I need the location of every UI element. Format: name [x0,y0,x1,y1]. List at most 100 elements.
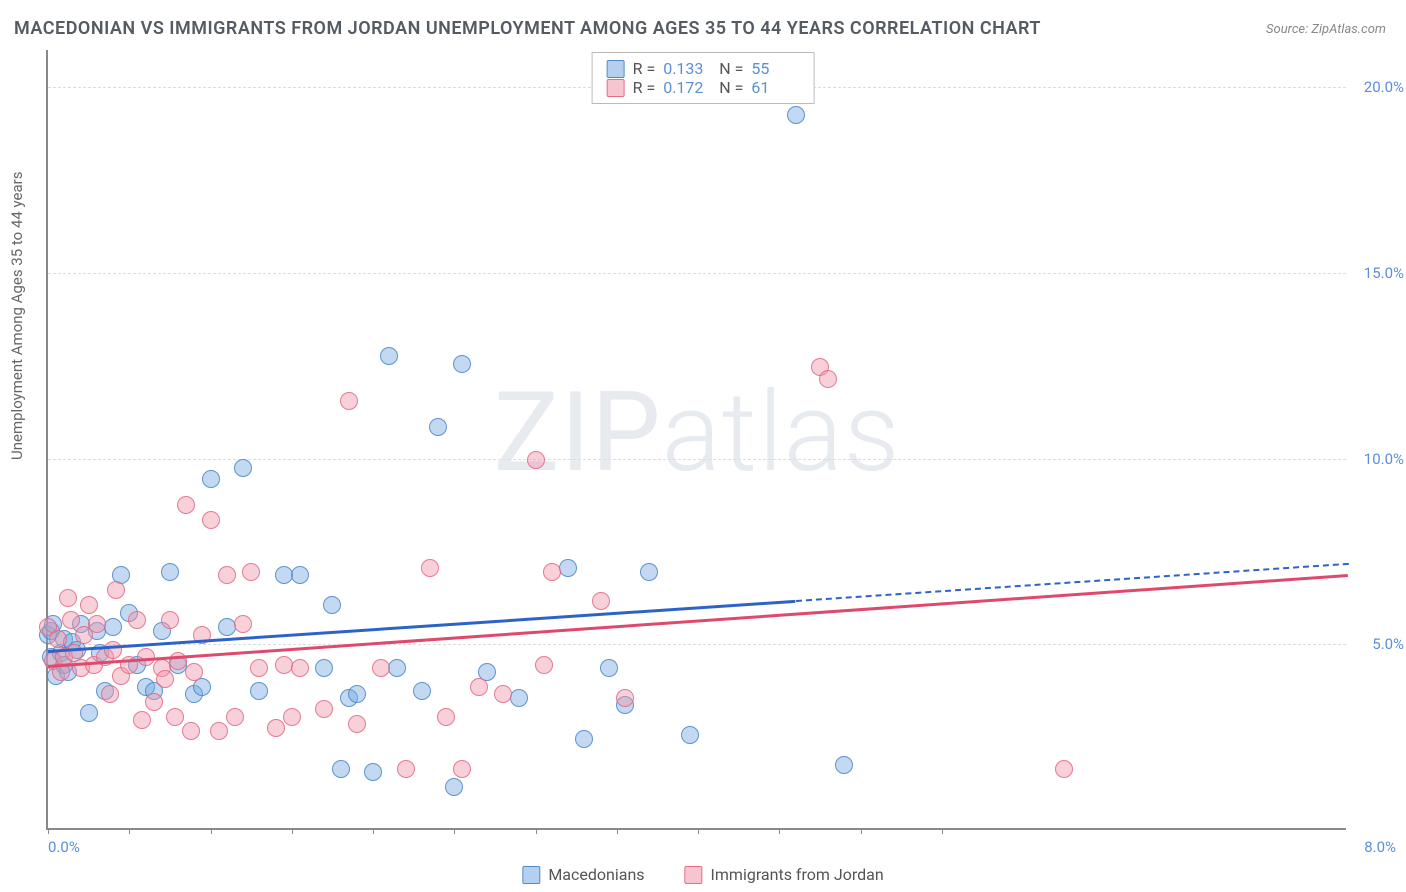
data-point [49,630,67,648]
data-point [437,708,455,726]
data-point [182,722,200,740]
data-point [59,589,77,607]
x-tick-left: 0.0% [48,838,80,856]
data-point [453,760,471,778]
data-point [592,592,610,610]
data-point [332,760,350,778]
data-point [559,559,577,577]
legend-bottom: Macedonians Immigrants from Jordan [522,865,883,884]
y-tick-label: 20.0% [1354,78,1404,96]
x-tick-mark [536,828,537,834]
data-point [283,708,301,726]
data-point [348,685,366,703]
data-point [234,615,252,633]
data-point [161,611,179,629]
data-point [453,355,471,373]
data-point [600,659,618,677]
x-tick-mark [373,828,374,834]
x-tick-mark [779,828,780,834]
data-point [185,663,203,681]
scatter-plot-area: ZIPatlas 5.0%10.0%15.0%20.0%0.0%8.0% [46,50,1346,830]
data-point [291,659,309,677]
data-point [161,563,179,581]
data-point [315,700,333,718]
y-tick-label: 15.0% [1354,264,1404,282]
data-point [218,566,236,584]
legend-stats-row-jordan: R = 0.172 N = 61 [607,78,800,97]
r-value-jordan: 0.172 [663,78,711,97]
data-point [226,708,244,726]
swatch-pink-icon [607,79,625,97]
x-tick-mark [698,828,699,834]
watermark: ZIPatlas [493,368,900,497]
data-point [543,563,561,581]
data-point [819,370,837,388]
y-axis-label: Unemployment Among Ages 35 to 44 years [8,172,26,460]
watermark-atlas: atlas [662,368,901,497]
data-point [315,659,333,677]
r-label: R = [633,78,656,97]
data-point [323,596,341,614]
data-point [62,611,80,629]
n-label: N = [719,78,743,97]
data-point [640,563,658,581]
gridline [48,644,1346,645]
data-point [413,682,431,700]
data-point [510,689,528,707]
legend-stats-row-macedonians: R = 0.133 N = 55 [607,59,800,78]
x-tick-mark [861,828,862,834]
gridline [48,273,1346,274]
data-point [380,347,398,365]
data-point [88,615,106,633]
chart-title: MACEDONIAN VS IMMIGRANTS FROM JORDAN UNE… [14,18,1041,39]
legend-label-macedonians: Macedonians [548,865,644,884]
data-point [250,682,268,700]
data-point [445,778,463,796]
data-point [128,611,146,629]
data-point [177,496,195,514]
data-point [494,685,512,703]
data-point [101,685,119,703]
swatch-pink-icon [685,866,703,884]
legend-label-jordan: Immigrants from Jordan [711,865,884,884]
data-point [340,392,358,410]
swatch-blue-icon [607,60,625,78]
y-tick-label: 5.0% [1354,635,1404,653]
data-point [202,470,220,488]
x-tick-mark [48,828,49,834]
data-point [267,719,285,737]
data-point [242,563,260,581]
data-point [250,659,268,677]
x-tick-mark [942,828,943,834]
data-point [388,659,406,677]
n-value-jordan: 61 [751,78,799,97]
data-point [787,106,805,124]
x-tick-right: 8.0% [1364,838,1396,856]
data-point [218,618,236,636]
data-point [107,581,125,599]
data-point [535,656,553,674]
legend-stats-box: R = 0.133 N = 55 R = 0.172 N = 61 [592,52,815,104]
data-point [80,704,98,722]
data-point [429,418,447,436]
data-point [527,451,545,469]
data-point [616,689,634,707]
data-point [1055,760,1073,778]
data-point [372,659,390,677]
data-point [291,566,309,584]
n-label: N = [719,59,743,78]
data-point [835,756,853,774]
data-point [348,715,366,733]
x-tick-mark [454,828,455,834]
y-tick-label: 10.0% [1354,450,1404,468]
data-point [133,711,151,729]
data-point [421,559,439,577]
n-value-macedonians: 55 [751,59,799,78]
data-point [80,596,98,614]
legend-item-jordan: Immigrants from Jordan [685,865,884,884]
data-point [202,511,220,529]
data-point [234,459,252,477]
x-tick-mark [292,828,293,834]
watermark-zip: ZIP [493,368,661,497]
data-point [104,641,122,659]
